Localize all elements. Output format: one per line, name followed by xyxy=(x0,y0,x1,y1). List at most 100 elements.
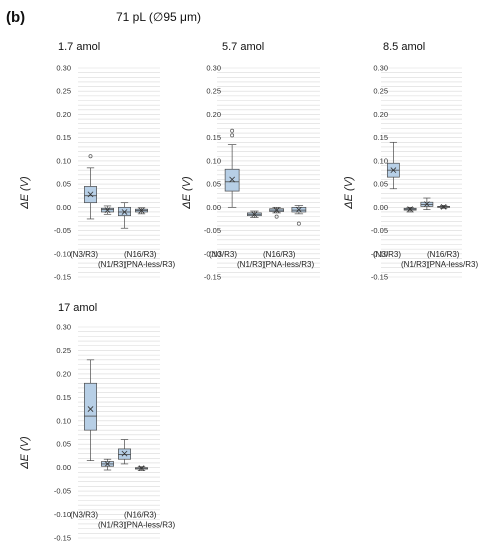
mean-marker xyxy=(138,207,145,214)
mean-marker xyxy=(229,176,236,183)
box-n16r3 xyxy=(118,202,131,229)
mean-marker xyxy=(104,207,111,214)
box-n1r3 xyxy=(101,205,114,215)
mean-marker xyxy=(251,211,258,218)
box-pna-lessr3 xyxy=(437,203,451,210)
y-tick-label: 0.20 xyxy=(56,369,71,378)
y-tick-label: -0.15 xyxy=(204,273,221,282)
y-tick-label: 0.20 xyxy=(56,110,71,119)
box-n1r3 xyxy=(101,458,114,471)
mean-marker xyxy=(138,465,145,472)
figure-title: 71 pL (∅95 μm) xyxy=(116,10,201,24)
mean-marker xyxy=(423,201,430,207)
box-pna-lessr3 xyxy=(135,465,148,472)
y-tick-label: 0.05 xyxy=(56,440,71,449)
category-label: (N1/R3) xyxy=(237,260,265,269)
y-tick-label: 0.15 xyxy=(56,393,71,402)
mean-marker xyxy=(87,406,94,412)
category-label: (PNA-less/R3) xyxy=(263,260,314,269)
y-tick-label: 0.10 xyxy=(56,156,71,165)
category-label: (N16/R3) xyxy=(124,250,157,259)
category-label: (N3/R3) xyxy=(70,250,98,259)
y-tick-label: 0.30 xyxy=(56,64,71,73)
category-label: (N3/R3) xyxy=(70,511,98,520)
y-tick-label: 0.20 xyxy=(206,110,221,119)
y-tick-label: 0.30 xyxy=(206,64,221,73)
box-iqr xyxy=(224,168,240,192)
y-tick-label: 0.30 xyxy=(56,323,71,332)
y-tick-label: -0.15 xyxy=(54,534,71,543)
mean-marker xyxy=(87,191,94,198)
y-tick-label: 0.25 xyxy=(206,87,221,96)
y-axis-label: ΔE (V) xyxy=(19,176,31,210)
mean-marker xyxy=(121,450,128,457)
y-tick-label: -0.05 xyxy=(371,226,388,235)
box-n3r3 xyxy=(224,128,240,208)
y-tick-label: 0.00 xyxy=(56,463,71,472)
outlier-point xyxy=(230,128,235,133)
y-tick-label: 0.25 xyxy=(56,346,71,355)
y-tick-label: 0.10 xyxy=(373,156,388,165)
chart-panel: 8.5 amol 0.30 0.25 0.20 0.15 0.10 0.05 0.00 -0.0… xyxy=(343,41,478,282)
category-label: (PNA-less/R3) xyxy=(124,521,175,530)
box-n1r3 xyxy=(403,206,417,213)
box-n16r3 xyxy=(118,439,131,465)
y-tick-label: 0.15 xyxy=(373,133,388,142)
mean-marker xyxy=(390,167,397,174)
y-tick-label: 0.05 xyxy=(56,180,71,189)
mean-marker xyxy=(440,203,447,210)
y-axis-label: ΔE (V) xyxy=(343,176,355,210)
box-iqr xyxy=(84,382,97,431)
y-tick-label: -0.10 xyxy=(371,249,388,258)
chart-panel: 5.7 amol 0.30 0.25 0.20 0.15 0.10 0.05 0.00 -0.0… xyxy=(181,41,320,282)
category-label: (PNA-less/R3) xyxy=(427,260,478,269)
mean-marker xyxy=(121,209,128,215)
y-tick-label: 0.15 xyxy=(206,133,221,142)
y-tick-label: 0.10 xyxy=(206,156,221,165)
y-tick-label: -0.05 xyxy=(54,226,71,235)
chart-panel: 1.7 amol 0.30 0.25 0.20 0.15 0.10 0.05 0.00 -0.0… xyxy=(19,41,175,282)
y-tick-label: 0.15 xyxy=(56,133,71,142)
category-label: (N3/R3) xyxy=(373,250,401,259)
y-tick-label: 0.10 xyxy=(56,416,71,425)
y-tick-label: -0.10 xyxy=(204,249,221,258)
box-n3r3 xyxy=(84,359,97,461)
y-tick-label: -0.05 xyxy=(204,226,221,235)
y-tick-label: 0.00 xyxy=(56,203,71,212)
mean-marker xyxy=(407,206,414,213)
y-tick-label: 0.00 xyxy=(373,203,388,212)
y-tick-label: -0.10 xyxy=(54,249,71,258)
y-tick-label: -0.10 xyxy=(54,510,71,519)
panel-label: (b) xyxy=(6,9,25,26)
chart-title: 1.7 amol xyxy=(58,41,100,53)
box-n16r3 xyxy=(269,206,284,219)
y-tick-label: 0.30 xyxy=(373,64,388,73)
mean-marker xyxy=(295,206,302,213)
box-n1r3 xyxy=(247,210,262,218)
box-n3r3 xyxy=(84,154,97,220)
mean-marker xyxy=(273,207,280,214)
y-tick-label: -0.15 xyxy=(54,273,71,282)
box-n16r3 xyxy=(420,197,434,211)
y-tick-label: -0.05 xyxy=(54,487,71,496)
box-pna-lessr3 xyxy=(135,207,148,215)
category-label: (N16/R3) xyxy=(124,511,157,520)
category-label: (N16/R3) xyxy=(427,250,460,259)
chart-title: 17 amol xyxy=(58,302,97,314)
outlier-point xyxy=(274,214,279,219)
outlier-point xyxy=(88,154,93,159)
chart-title: 5.7 amol xyxy=(222,41,264,53)
y-tick-label: 0.25 xyxy=(373,87,388,96)
y-tick-label: -0.15 xyxy=(371,273,388,282)
chart-panel: 17 amol 0.30 0.25 0.20 0.15 0.10 0.05 0.00 -0.05… xyxy=(19,302,175,543)
y-tick-label: 0.25 xyxy=(56,87,71,96)
mean-marker xyxy=(104,461,111,467)
y-axis-label: ΔE (V) xyxy=(181,176,193,210)
box-n3r3 xyxy=(386,141,400,190)
y-tick-label: 0.05 xyxy=(373,180,388,189)
box-pna-lessr3 xyxy=(291,205,307,226)
category-label: (N1/R3) xyxy=(98,260,126,269)
category-label: (N1/R3) xyxy=(98,521,126,530)
y-tick-label: 0.00 xyxy=(206,203,221,212)
